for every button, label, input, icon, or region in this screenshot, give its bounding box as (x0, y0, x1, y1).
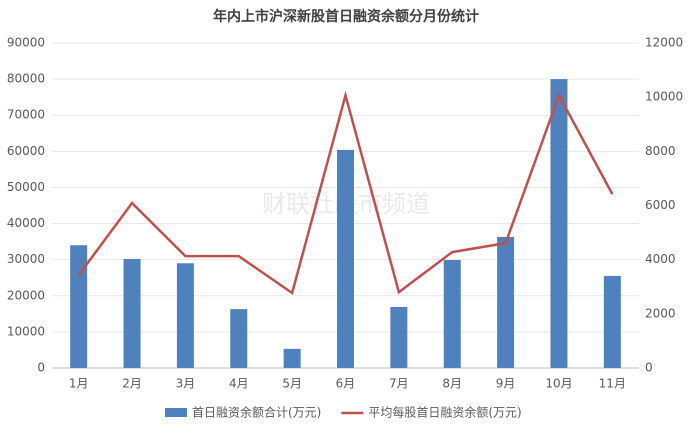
y2-tick-label: 2000 (645, 306, 676, 320)
x-tick-label: 4月 (229, 377, 249, 391)
legend-label: 平均每股首日融资余额(万元) (368, 405, 521, 420)
x-tick-label: 5月 (282, 377, 302, 391)
y-tick-label: 20000 (7, 288, 45, 302)
line (77, 90, 614, 296)
y2-tick-label: 8000 (645, 144, 676, 158)
y2-tick-label: 10000 (645, 90, 683, 104)
x-tick-label: 9月 (496, 377, 516, 391)
x-tick-label: 10月 (545, 377, 572, 391)
x-tick-label: 8月 (442, 377, 462, 391)
bar (603, 275, 621, 368)
bar (497, 236, 515, 368)
x-tick-label: 3月 (176, 377, 196, 391)
bar (70, 245, 88, 368)
y2-tick-label: 4000 (645, 252, 676, 266)
y-tick-label: 40000 (7, 216, 45, 230)
bar (283, 348, 301, 368)
y-tick-label: 30000 (7, 252, 45, 266)
bar (176, 263, 194, 368)
y-tick-label: 10000 (7, 324, 45, 338)
y-tick-label: 80000 (7, 72, 45, 86)
x-tick-label: 7月 (389, 377, 409, 391)
bar (550, 79, 568, 368)
y2-tick-label: 12000 (645, 36, 683, 50)
y-tick-label: 0 (37, 361, 45, 375)
bar (123, 258, 141, 368)
y2-tick-label: 6000 (645, 198, 676, 212)
legend-label: 首日融资余额合计(万元) (192, 405, 321, 420)
y-tick-label: 90000 (7, 36, 45, 50)
x-tick-label: 11月 (599, 377, 626, 391)
x-tick-label: 1月 (69, 377, 89, 391)
y-tick-label: 70000 (7, 108, 45, 122)
y-tick-label: 60000 (7, 144, 45, 158)
bar (443, 260, 461, 368)
x-tick-label: 6月 (336, 377, 356, 391)
bar (230, 309, 248, 368)
bar (337, 149, 354, 368)
chart-title: 年内上市沪深新股首日融资余额分月份统计 (213, 8, 479, 25)
x-tick-label: 2月 (122, 377, 142, 391)
bar (390, 306, 408, 368)
y-tick-label: 50000 (7, 180, 45, 194)
legend-swatch (165, 408, 187, 417)
y2-tick-label: 0 (645, 361, 653, 375)
